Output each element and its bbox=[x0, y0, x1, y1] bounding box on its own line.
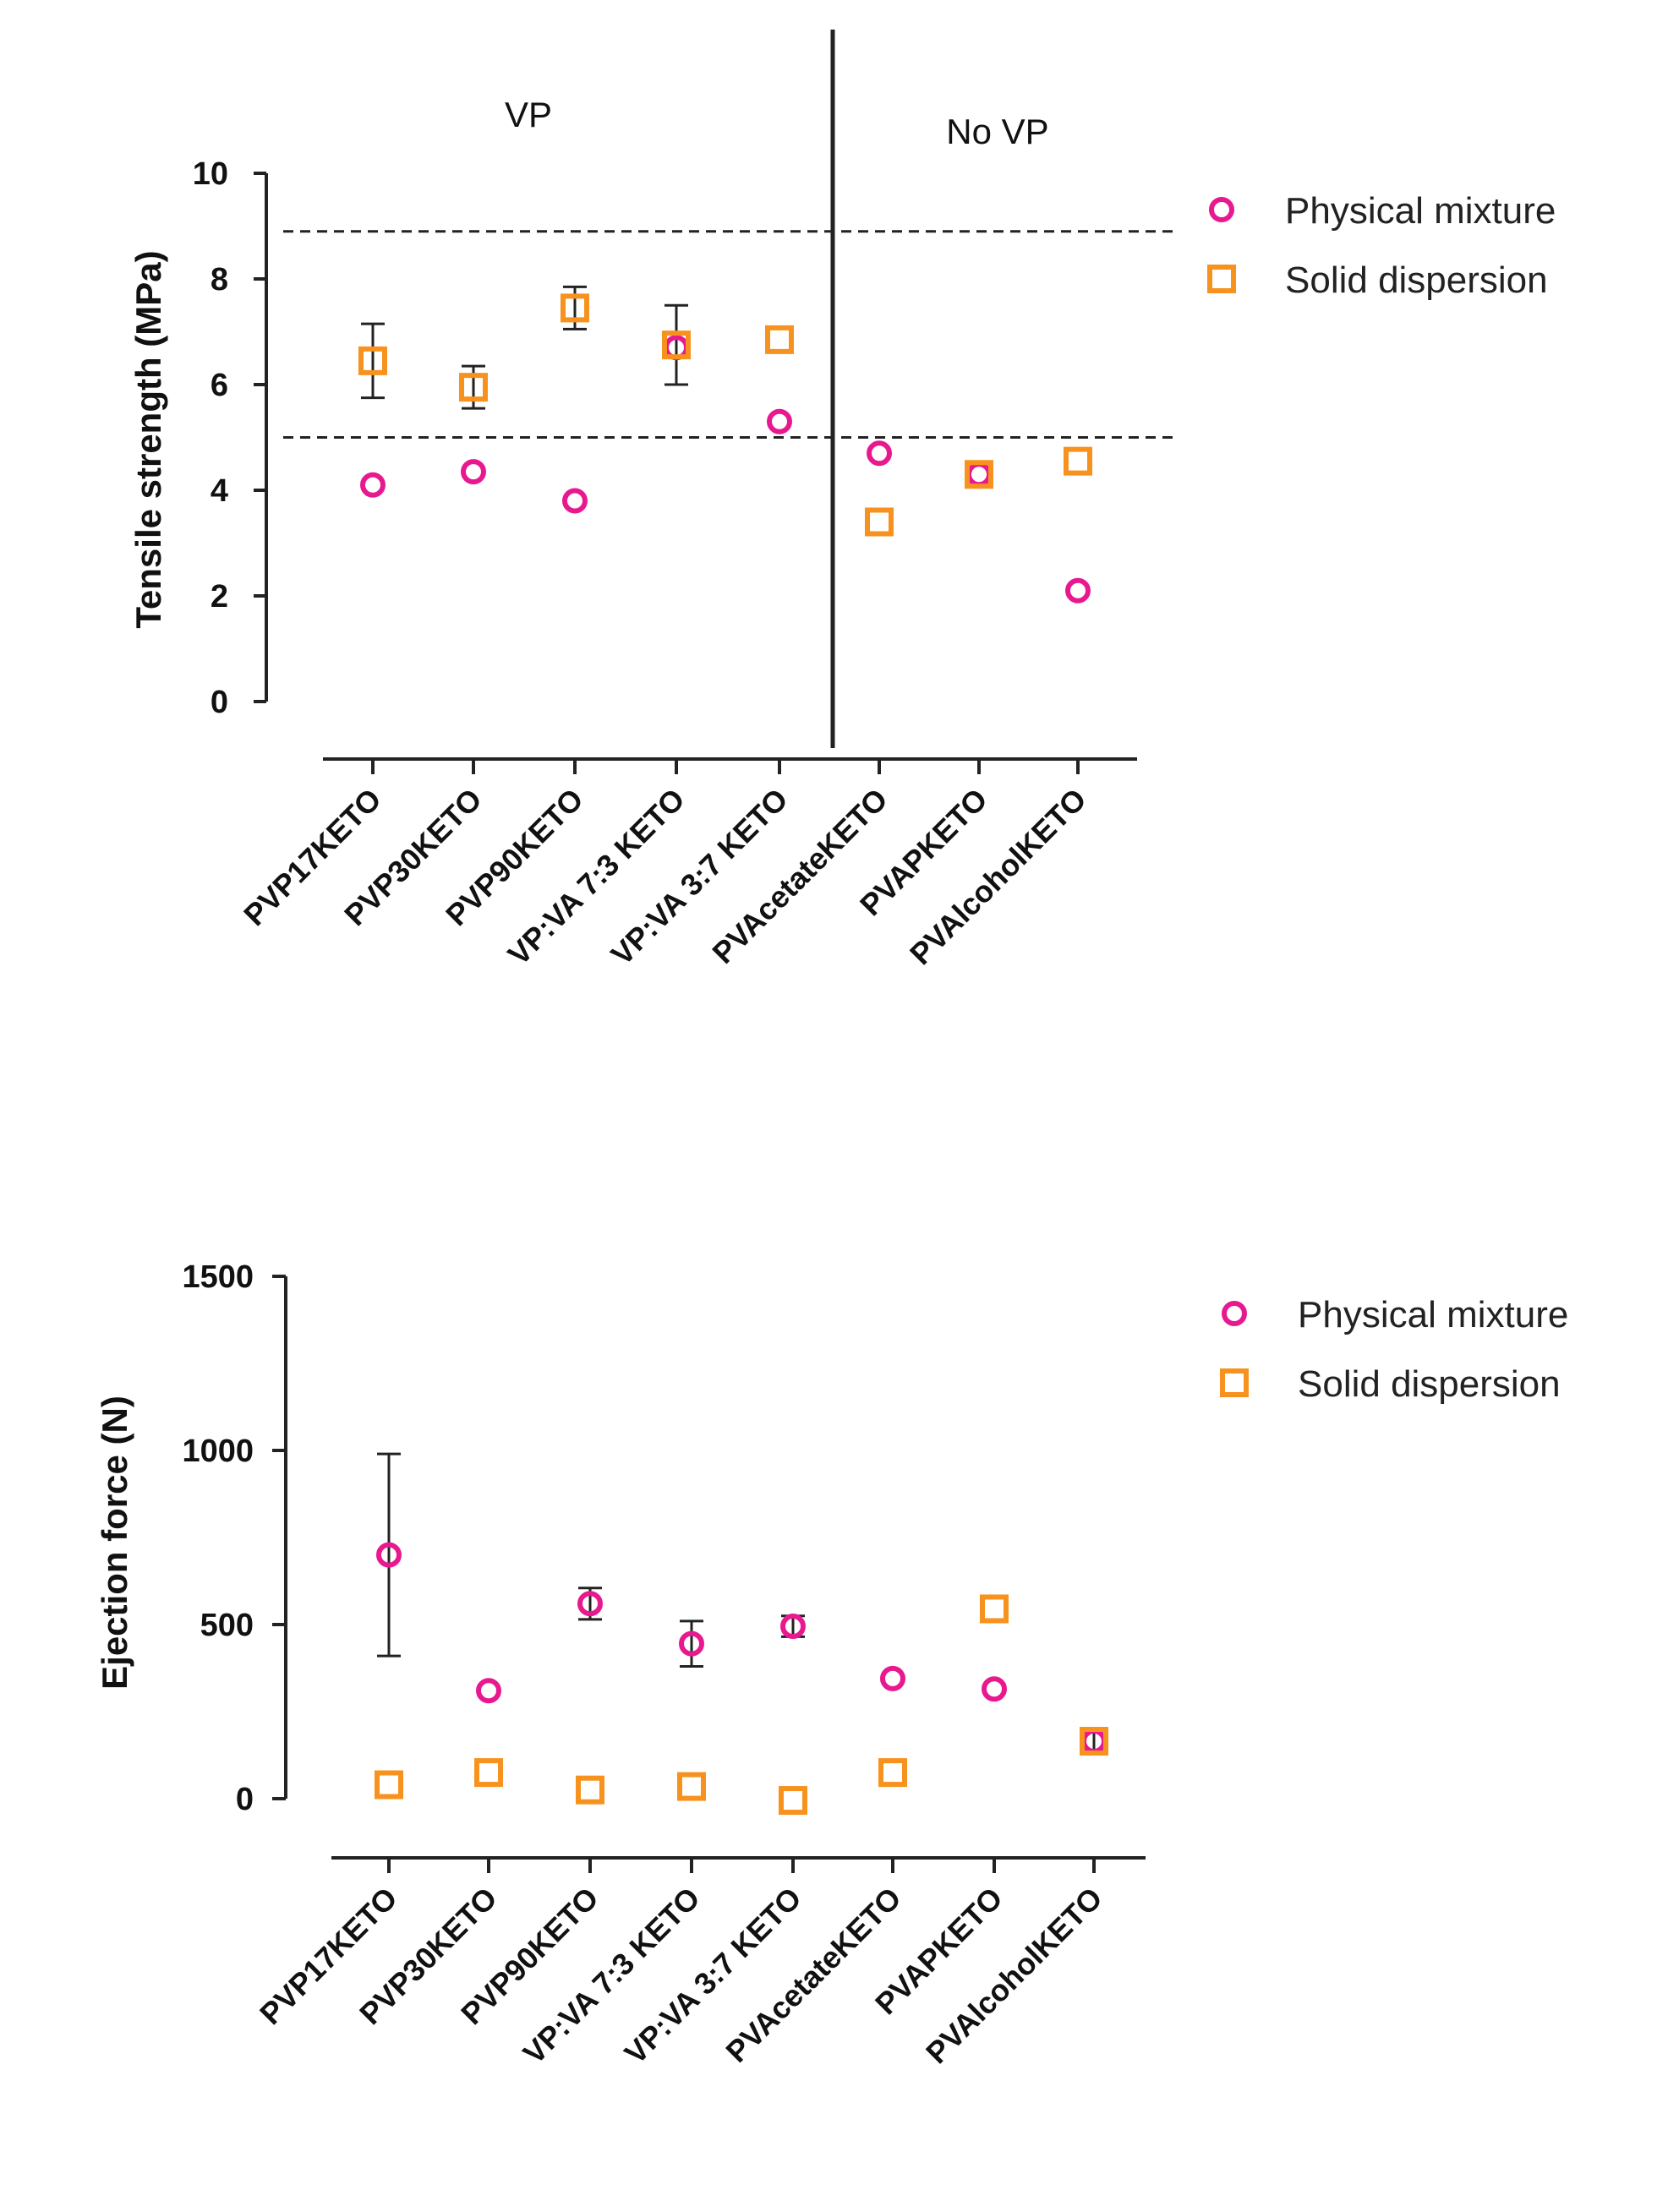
y-axis-title: Ejection force (N) bbox=[95, 1395, 134, 1690]
region-label-no-vp: No VP bbox=[946, 112, 1048, 151]
legend-label: Solid dispersion bbox=[1285, 259, 1548, 301]
legend-label: Physical mixture bbox=[1285, 190, 1556, 232]
data-point-solid-dispersion bbox=[677, 1772, 706, 1801]
y-axis-title: Tensile strength (MPa) bbox=[129, 250, 168, 628]
legend-marker-physical-mixture bbox=[1222, 1301, 1247, 1326]
legend-label: Solid dispersion bbox=[1298, 1363, 1561, 1405]
region-label-vp: VP bbox=[505, 95, 552, 134]
data-point-physical-mixture bbox=[867, 440, 892, 467]
data-point-physical-mixture bbox=[982, 1676, 1007, 1702]
x-tick-label: VP:VA 3:7 KETO bbox=[604, 782, 795, 972]
y-tick-label: 6 bbox=[211, 368, 228, 403]
legend-marker-solid-dispersion bbox=[1207, 265, 1236, 293]
x-tick-label: PVAlcoholKETO bbox=[903, 782, 1093, 972]
y-tick-label: 1500 bbox=[182, 1259, 254, 1295]
x-tick-label: VP:VA 7:3 KETO bbox=[501, 782, 692, 972]
x-tick-label: PVAcetateKETO bbox=[705, 782, 894, 970]
data-point-solid-dispersion bbox=[779, 1786, 807, 1816]
x-tick-label: VP:VA 7:3 KETO bbox=[517, 1881, 707, 2071]
data-point-solid-dispersion bbox=[358, 346, 387, 375]
data-point-physical-mixture bbox=[679, 1630, 704, 1657]
data-point-solid-dispersion bbox=[865, 507, 894, 537]
y-tick-label: 0 bbox=[211, 685, 228, 720]
data-point-solid-dispersion bbox=[375, 1770, 403, 1800]
y-tick-label: 500 bbox=[200, 1608, 254, 1643]
data-point-solid-dispersion bbox=[459, 373, 488, 402]
data-point-solid-dispersion bbox=[576, 1775, 604, 1805]
y-tick-label: 0 bbox=[236, 1782, 254, 1817]
data-point-solid-dispersion bbox=[662, 330, 691, 360]
data-point-solid-dispersion bbox=[1064, 446, 1092, 476]
data-point-physical-mixture bbox=[360, 472, 386, 498]
data-point-physical-mixture bbox=[767, 408, 792, 434]
legend-marker-solid-dispersion bbox=[1220, 1368, 1249, 1397]
y-tick-label: 8 bbox=[211, 262, 228, 298]
data-point-physical-mixture bbox=[577, 1591, 603, 1617]
data-point-solid-dispersion bbox=[878, 1758, 907, 1788]
y-tick-label: 1000 bbox=[182, 1434, 254, 1469]
x-tick-label: PVAlcoholKETO bbox=[919, 1881, 1109, 2071]
x-tick-label: VP:VA 3:7 KETO bbox=[618, 1881, 808, 2071]
y-tick-label: 4 bbox=[211, 473, 228, 509]
x-tick-label: PVAcetateKETO bbox=[719, 1881, 907, 2069]
data-point-physical-mixture bbox=[376, 1542, 402, 1568]
data-point-solid-dispersion bbox=[765, 325, 794, 354]
data-point-physical-mixture bbox=[780, 1614, 806, 1640]
data-point-physical-mixture bbox=[966, 462, 992, 488]
legend-marker-physical-mixture bbox=[1209, 197, 1234, 222]
data-point-physical-mixture bbox=[562, 488, 588, 514]
data-point-solid-dispersion bbox=[1080, 1727, 1108, 1756]
data-point-physical-mixture bbox=[476, 1678, 501, 1704]
data-point-solid-dispersion bbox=[561, 293, 589, 323]
data-point-solid-dispersion bbox=[965, 460, 993, 489]
y-tick-label: 2 bbox=[211, 579, 228, 614]
y-tick-label: 10 bbox=[193, 156, 228, 192]
data-point-solid-dispersion bbox=[474, 1758, 503, 1788]
data-point-physical-mixture bbox=[461, 459, 486, 485]
data-point-solid-dispersion bbox=[980, 1594, 1009, 1624]
legend-label: Physical mixture bbox=[1298, 1294, 1568, 1335]
data-point-physical-mixture bbox=[1065, 577, 1091, 604]
data-point-physical-mixture bbox=[880, 1665, 905, 1691]
